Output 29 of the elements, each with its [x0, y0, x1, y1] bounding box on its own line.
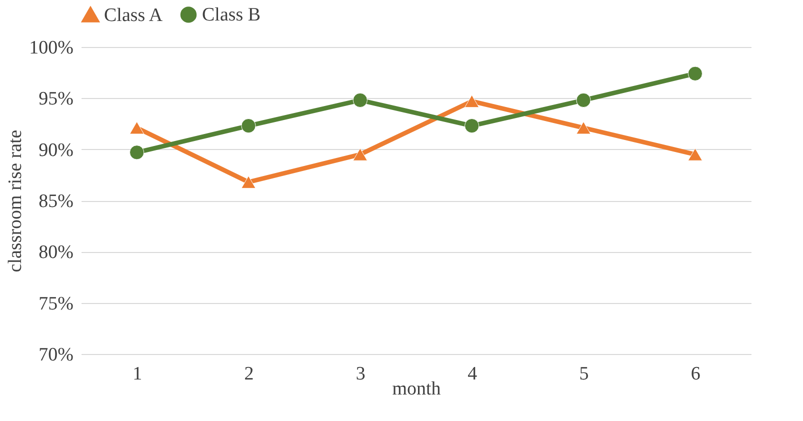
x-tick-label: 1	[132, 364, 142, 384]
x-tick-label: 5	[579, 364, 589, 384]
y-tick-label: 90%	[38, 140, 74, 161]
point	[352, 148, 368, 161]
legend-label: Class A	[104, 5, 163, 26]
point	[130, 145, 144, 160]
point	[688, 66, 702, 81]
y-axis-title: classroom rise rate	[5, 130, 26, 272]
y-tick-label: 75%	[38, 293, 74, 314]
point	[241, 176, 256, 188]
y-tick-label: 80%	[38, 242, 74, 264]
x-tick-label: 3	[356, 364, 366, 384]
point	[352, 92, 368, 108]
x-tick-label: 6	[690, 364, 700, 384]
y-tick-label: 85%	[38, 191, 74, 212]
x-axis-title: month	[392, 378, 442, 400]
y-tick-label: 95%	[38, 88, 74, 110]
x-tick-label: 2	[244, 364, 254, 384]
y-tick-label: 100%	[29, 38, 74, 58]
point	[576, 92, 591, 108]
point	[688, 148, 702, 161]
point	[464, 118, 480, 134]
point	[130, 121, 144, 134]
legend-label: Class B	[202, 4, 261, 26]
y-tick-label: 70%	[38, 344, 74, 366]
x-tick-label: 4	[468, 364, 478, 384]
point	[241, 118, 256, 134]
point	[464, 94, 480, 108]
point	[576, 121, 591, 134]
